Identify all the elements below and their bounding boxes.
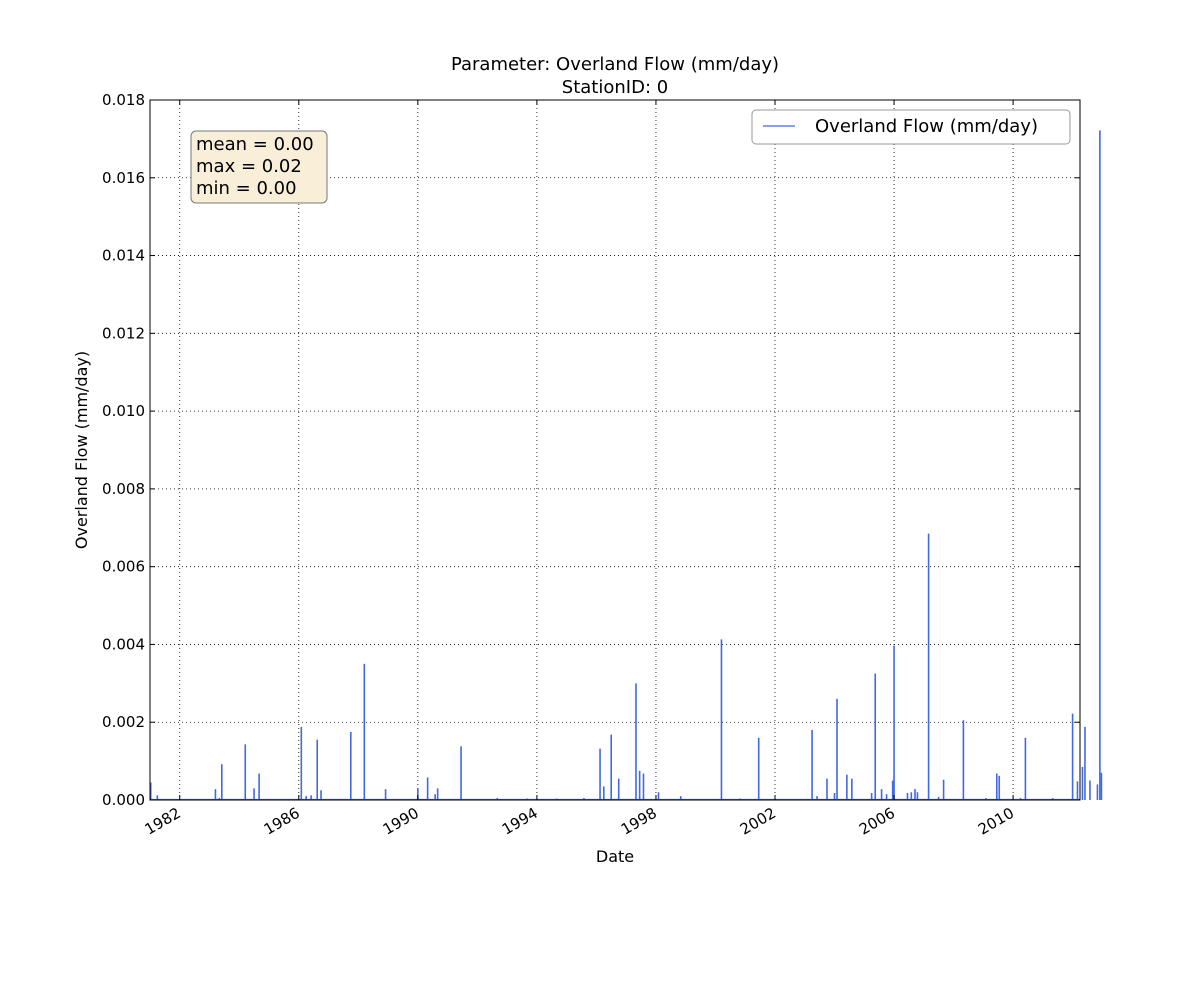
y-tick-label: 0.008 [102,480,145,498]
tick-labels: 0.000 0.002 0.004 0.006 0.008 0.010 0.012 0.014… [102,91,1017,839]
x-tick-label: 1986 [261,804,303,839]
legend: Overland Flow (mm/day) [751,109,1071,145]
x-tick-label: 1998 [618,804,660,839]
stat-mean: mean = 0.00 [196,134,314,155]
y-tick-label: 0.012 [102,324,145,342]
legend-box [751,109,1071,145]
ticks [150,99,1080,801]
y-tick-label: 0.018 [102,91,145,109]
plot-frame [149,99,1081,801]
y-tick-label: 0.004 [102,635,145,653]
chart-subtitle: StationID: 0 [562,77,668,98]
x-tick-label: 2010 [975,804,1017,839]
y-tick-label: 0.016 [102,169,145,187]
stats-box: mean = 0.00 max = 0.02 min = 0.00 [190,130,328,204]
y-tick-label: 0.000 [102,791,145,809]
stat-max: max = 0.02 [196,156,302,177]
stats-box-background [190,130,328,204]
x-axis-label: Date [596,847,634,866]
y-tick-label: 0.010 [102,402,145,420]
grid [150,100,1080,800]
x-tick-label: 1990 [380,804,422,839]
y-tick-label: 0.014 [102,247,145,265]
stat-min: min = 0.00 [196,178,297,199]
y-tick-label: 0.006 [102,558,145,576]
legend-label-overland-flow: Overland Flow (mm/day) [815,116,1038,137]
x-tick-label: 2002 [737,804,779,839]
y-tick-label: 0.002 [102,713,145,731]
x-tick-label: 1994 [499,804,541,839]
chart-title: Parameter: Overland Flow (mm/day) [451,54,779,75]
x-tick-label: 2006 [856,804,898,839]
x-tick-label: 1982 [142,804,184,839]
series-overland-flow [149,130,1103,800]
y-axis-label: Overland Flow (mm/day) [72,351,91,549]
